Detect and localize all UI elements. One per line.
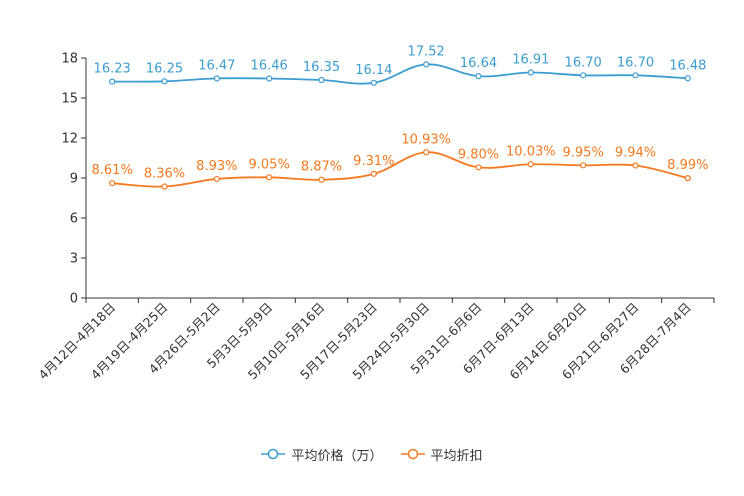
data-label: 16.25 <box>146 61 183 76</box>
data-label: 16.47 <box>198 58 235 73</box>
series-1: 8.61% 8.36% 8.93% 9.05% 8.87% 9.31% 10.93% 9.80… <box>92 132 708 190</box>
data-point <box>684 75 691 82</box>
data-label: 10.03% <box>506 144 556 159</box>
data-point <box>423 149 430 156</box>
y-tick-label: 15 <box>61 92 78 107</box>
data-point <box>527 161 534 168</box>
data-point <box>370 170 377 177</box>
x-axis: 4月12日-4月18日4月19日-4月25日4月26日-5月2日5月3日-5月9… <box>35 297 715 382</box>
data-label: 16.35 <box>303 60 340 75</box>
data-label: 10.93% <box>401 132 451 147</box>
series-line <box>112 151 689 188</box>
data-label: 16.48 <box>669 58 706 73</box>
data-point <box>161 78 168 85</box>
data-label: 9.80% <box>458 147 499 162</box>
data-point <box>475 73 482 80</box>
data-label: 16.70 <box>565 55 602 70</box>
data-point <box>580 72 587 79</box>
data-label: 9.31% <box>353 154 394 169</box>
series-line <box>112 63 688 85</box>
data-label: 16.64 <box>460 56 497 71</box>
data-point <box>318 176 325 183</box>
data-label: 8.99% <box>667 158 708 173</box>
data-point <box>475 164 482 171</box>
y-axis: 0 3 6 9 12 15 18 <box>61 52 87 307</box>
data-label: 8.87% <box>301 160 342 175</box>
legend-marker-blue-icon <box>261 448 286 460</box>
y-tick-label: 12 <box>61 132 78 147</box>
legend-item-average-discount[interactable]: 平均折扣 <box>400 445 483 464</box>
data-point <box>266 174 273 181</box>
data-point <box>266 75 273 82</box>
y-tick-label: 6 <box>70 212 78 227</box>
data-point <box>109 180 116 187</box>
data-point <box>632 162 639 169</box>
data-label: 16.23 <box>94 62 131 77</box>
data-label: 17.52 <box>408 44 445 59</box>
data-label: 9.05% <box>249 157 290 172</box>
data-point <box>213 75 220 82</box>
legend: 平均价格（万） 平均折扣 <box>0 444 744 464</box>
data-point <box>580 162 587 169</box>
data-point <box>632 72 639 79</box>
data-point <box>423 61 430 68</box>
data-label: 8.36% <box>144 167 185 182</box>
y-tick-label: 18 <box>61 52 78 67</box>
legend-marker-orange-icon <box>400 448 425 460</box>
legend-label-average-price: 平均价格（万） <box>291 448 383 464</box>
data-point <box>213 175 220 183</box>
data-label: 9.95% <box>563 145 604 160</box>
data-label: 16.91 <box>512 53 549 68</box>
data-point <box>318 76 325 84</box>
y-tick-label: 9 <box>70 172 78 187</box>
data-point <box>527 69 534 76</box>
data-label: 16.46 <box>251 59 288 74</box>
data-point <box>370 79 377 86</box>
data-point <box>109 78 116 85</box>
data-label: 16.14 <box>355 63 392 78</box>
legend-item-average-price[interactable]: 平均价格（万） <box>261 445 383 464</box>
data-label: 8.93% <box>196 159 237 174</box>
series-layer: 16.23 16.25 16.47 16.46 16.35 16.14 17.52 16.64… <box>92 44 708 190</box>
data-point <box>161 183 168 190</box>
data-label: 16.70 <box>617 55 654 70</box>
y-tick-label: 3 <box>70 252 78 267</box>
data-point <box>684 175 691 182</box>
y-tick-label: 0 <box>70 292 78 307</box>
legend-label-average-discount: 平均折扣 <box>430 448 483 464</box>
data-label: 9.94% <box>615 145 656 160</box>
series-0: 16.23 16.25 16.47 16.46 16.35 16.14 17.52 16.64… <box>94 44 706 86</box>
data-label: 8.61% <box>92 163 133 178</box>
